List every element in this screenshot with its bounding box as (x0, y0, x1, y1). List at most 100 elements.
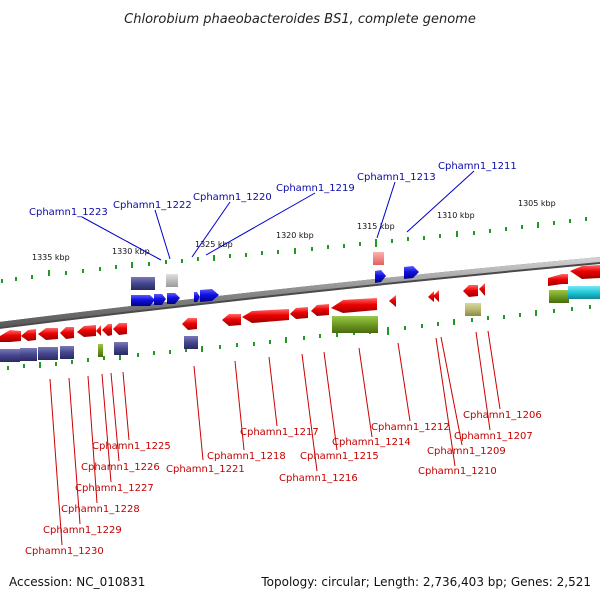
gene-label[interactable]: Cphamn1_1230 (25, 546, 104, 557)
gene-label[interactable]: Cphamn1_1215 (300, 451, 379, 462)
scale-label: 1305 kbp (518, 199, 556, 208)
gene-label[interactable]: Cphamn1_1220 (193, 192, 272, 203)
gene-label[interactable]: Cphamn1_1222 (113, 200, 192, 211)
cog-box (0, 349, 20, 362)
scale-label: 1315 kbp (357, 222, 395, 231)
gene-label[interactable]: Cphamn1_1213 (357, 172, 436, 183)
cog-box (131, 277, 155, 290)
gene-label[interactable]: Cphamn1_1221 (166, 464, 245, 475)
gene-arrow[interactable] (182, 318, 197, 330)
top-gene-labels: Cphamn1_1223 Cphamn1_1222 Cphamn1_1220 C… (29, 161, 517, 218)
cog-box (38, 347, 58, 360)
gene-arrow[interactable] (290, 307, 308, 319)
gene-label[interactable]: Cphamn1_1226 (81, 462, 160, 473)
gene-label[interactable]: Cphamn1_1209 (427, 446, 506, 457)
cog-box (98, 344, 103, 357)
leader-line (397, 342, 411, 422)
gene-arrow[interactable] (331, 298, 377, 313)
accession-text: Accession: NC_010831 (9, 575, 145, 589)
topology-text: Topology: circular; Length: 2,736,403 bp… (260, 575, 591, 589)
gene-label[interactable]: Cphamn1_1219 (276, 183, 355, 194)
map-title: Chlorobium phaeobacteroides BS1, complet… (124, 12, 476, 27)
gene-arrow[interactable] (570, 265, 600, 279)
gene-arrow[interactable] (433, 290, 439, 302)
gene-label[interactable]: Cphamn1_1227 (75, 483, 154, 494)
gene-label[interactable]: Cphamn1_1218 (207, 451, 286, 462)
leader-line (435, 337, 456, 467)
cog-box (20, 348, 37, 361)
scale-label: 1325 kbp (195, 240, 233, 249)
gene-arrow[interactable] (60, 327, 74, 339)
gene-arrow[interactable] (113, 323, 127, 335)
gene-arrow[interactable] (38, 328, 58, 340)
forward-cog-boxes (131, 252, 384, 290)
leader-line (268, 356, 278, 427)
leader-line (81, 216, 162, 261)
leader-line (475, 331, 491, 431)
gene-label[interactable]: Cphamn1_1228 (61, 504, 140, 515)
gene-arrow[interactable] (389, 295, 396, 307)
gene-arrow[interactable] (200, 289, 219, 302)
gene-label[interactable]: Cphamn1_1206 (463, 410, 542, 421)
scale-label: 1320 kbp (276, 231, 314, 240)
scale-label: 1330 kbp (112, 247, 150, 256)
gene-arrow[interactable] (242, 309, 289, 323)
reverse-strand-genes (0, 283, 485, 342)
leader-line (234, 360, 245, 451)
leader-line (68, 377, 81, 525)
gene-arrow[interactable] (548, 274, 568, 286)
leader-line (191, 201, 231, 258)
gene-arrow[interactable] (428, 291, 434, 302)
gene-arrow[interactable] (194, 292, 200, 302)
gene-label[interactable]: Cphamn1_1229 (43, 525, 122, 536)
gene-arrow[interactable] (463, 285, 478, 297)
gene-arrow[interactable] (404, 266, 419, 279)
gene-label[interactable]: Cphamn1_1210 (418, 466, 497, 477)
gene-arrow[interactable] (77, 325, 96, 337)
gene-label[interactable]: Cphamn1_1212 (371, 422, 450, 433)
gene-arrow[interactable] (131, 295, 155, 306)
leader-line (87, 375, 98, 504)
cog-box (332, 316, 378, 333)
leader-line (205, 192, 316, 256)
gene-arrow[interactable] (0, 330, 21, 342)
reverse-cog-boxes (0, 303, 481, 362)
cog-box (60, 346, 74, 359)
cog-box (114, 342, 128, 355)
leader-line (122, 371, 130, 441)
gene-arrow[interactable] (167, 293, 180, 304)
bottom-gene-labels: Cphamn1_1206 Cphamn1_1207 Cphamn1_1209 C… (25, 410, 542, 557)
gene-label[interactable]: Cphamn1_1217 (240, 427, 319, 438)
gene-arrow[interactable] (375, 270, 386, 283)
gene-arrow[interactable] (154, 294, 166, 305)
gene-label[interactable]: Cphamn1_1214 (332, 437, 411, 448)
scale-labels: 1335 kbp 1330 kbp 1325 kbp 1320 kbp 1315… (32, 199, 556, 262)
gene-label[interactable]: Cphamn1_1211 (438, 161, 517, 172)
leader-line (49, 378, 63, 546)
gene-label[interactable]: Cphamn1_1207 (454, 431, 533, 442)
gene-label[interactable]: Cphamn1_1223 (29, 207, 108, 218)
cog-box (373, 252, 384, 265)
cog-box (568, 286, 600, 299)
bottom-leader-lines (49, 330, 501, 546)
leader-line (301, 353, 318, 472)
gene-label[interactable]: Cphamn1_1225 (92, 441, 171, 452)
top-leader-lines (81, 170, 475, 261)
gene-arrow[interactable] (102, 324, 112, 336)
leader-line (406, 170, 475, 233)
genome-backbone (0, 256, 600, 327)
cog-box (184, 336, 198, 349)
leader-line (193, 365, 204, 461)
gene-arrow[interactable] (96, 325, 101, 336)
gene-arrow[interactable] (21, 329, 36, 341)
gene-arrow[interactable] (222, 314, 241, 326)
leader-line (323, 351, 338, 451)
leader-line (487, 330, 501, 410)
cog-box (166, 274, 178, 287)
gene-label[interactable]: Cphamn1_1216 (279, 473, 358, 484)
gene-arrow[interactable] (311, 304, 329, 316)
scale-label: 1310 kbp (437, 211, 475, 220)
gene-arrow[interactable] (479, 283, 485, 296)
